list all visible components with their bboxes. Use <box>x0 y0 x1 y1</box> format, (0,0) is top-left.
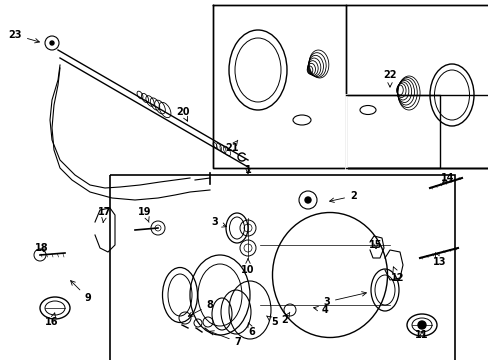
Circle shape <box>50 41 54 45</box>
Text: 6: 6 <box>247 323 255 337</box>
Text: 3: 3 <box>323 292 366 307</box>
Text: 11: 11 <box>414 330 428 340</box>
Text: 18: 18 <box>35 243 49 253</box>
Text: 14: 14 <box>440 173 454 183</box>
Text: 4: 4 <box>313 305 328 315</box>
Text: 3: 3 <box>211 217 226 227</box>
Text: 16: 16 <box>45 313 59 327</box>
Text: 22: 22 <box>383 70 396 87</box>
Text: 1: 1 <box>244 165 251 175</box>
Text: 23: 23 <box>8 30 40 43</box>
Text: 13: 13 <box>432 253 446 267</box>
Text: 15: 15 <box>368 240 382 250</box>
Text: 19: 19 <box>138 207 151 222</box>
Text: 21: 21 <box>225 140 238 153</box>
Text: 8: 8 <box>188 300 213 316</box>
Text: 2: 2 <box>329 191 356 202</box>
Bar <box>110 175 454 360</box>
Circle shape <box>305 197 310 203</box>
Text: 5: 5 <box>266 316 278 327</box>
Text: 17: 17 <box>98 207 112 222</box>
Text: 7: 7 <box>209 331 241 347</box>
Text: 12: 12 <box>390 267 404 283</box>
Text: 20: 20 <box>176 107 189 121</box>
Text: 10: 10 <box>241 259 254 275</box>
Text: 9: 9 <box>70 281 91 303</box>
Circle shape <box>417 321 425 329</box>
Text: 2: 2 <box>281 312 289 325</box>
